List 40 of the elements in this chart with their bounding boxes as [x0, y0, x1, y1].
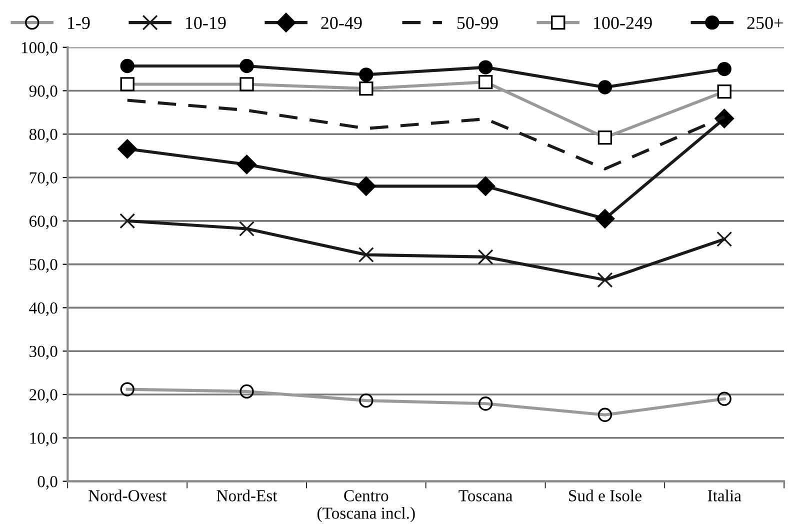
point	[120, 213, 136, 229]
y-tick-label: 60,0	[29, 216, 58, 230]
y-tick-label: 0,0	[38, 476, 58, 490]
point	[240, 58, 254, 74]
point	[358, 246, 374, 263]
legend-label: 10-19	[186, 16, 226, 30]
y-tick-label: 90,0	[29, 85, 58, 100]
legend-label: 250+	[747, 16, 783, 30]
y-tick-label: 50,0	[30, 259, 58, 273]
y-tick-label: 40,0	[29, 302, 58, 316]
point	[476, 176, 496, 196]
y-tick-label: 20,0	[30, 389, 58, 403]
y-tick-label: 10,0	[30, 432, 58, 446]
y-tick-label: 70,0	[30, 172, 58, 186]
point	[356, 176, 376, 196]
point	[595, 209, 615, 228]
x-tick-label: Italia	[708, 490, 742, 502]
legend-label: 50-99	[457, 16, 498, 30]
point	[238, 220, 255, 237]
x-tick-label: Sud e Isole	[569, 490, 642, 502]
x-tick-label: Nord-Ovest	[88, 490, 167, 502]
y-tick-label: 80,0	[29, 128, 58, 142]
point	[716, 231, 732, 247]
point	[237, 154, 256, 174]
point	[598, 80, 612, 94]
legend-label: 100-249	[594, 16, 652, 30]
y-tick-label: 30,0	[30, 346, 58, 360]
legend-label: 1-9	[68, 16, 90, 30]
point	[478, 60, 493, 74]
x-tick-label: Nord-Est	[216, 490, 278, 502]
point	[359, 68, 374, 82]
x-tick-label: Toscana	[458, 490, 513, 502]
legend-label: 20-49	[321, 16, 362, 30]
x-tick-label: Centro (Toscana incl.)	[318, 490, 415, 522]
point	[717, 62, 732, 76]
point	[597, 272, 613, 288]
point	[120, 58, 134, 74]
y-tick-label: 100,0	[22, 42, 58, 56]
point	[478, 249, 494, 265]
point	[118, 139, 138, 159]
